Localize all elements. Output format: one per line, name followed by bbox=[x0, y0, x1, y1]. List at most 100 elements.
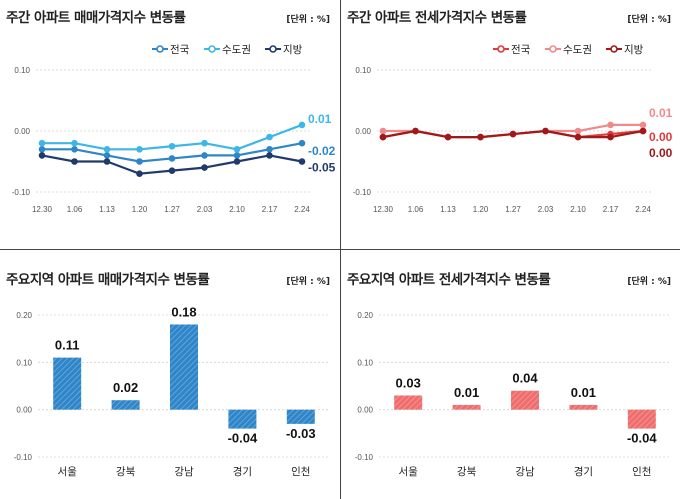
data-point bbox=[379, 133, 387, 141]
bar-강북 bbox=[111, 400, 140, 410]
bar-인천 bbox=[286, 409, 315, 424]
category-label: 경기 bbox=[574, 465, 593, 478]
x-tick-label: 1.27 bbox=[164, 205, 180, 214]
data-point bbox=[201, 152, 208, 159]
end-value-label: -0.02 bbox=[308, 144, 336, 158]
data-point bbox=[379, 127, 387, 135]
bar-value-label: -0.04 bbox=[627, 431, 657, 446]
panel-jeonse-region: 주요지역 아파트 전세가격지수 변동률 [단위 : %] 0.20 0.10 0.0… bbox=[340, 249, 680, 499]
legend-label: 수도권 bbox=[563, 44, 592, 56]
data-point bbox=[412, 127, 419, 135]
end-value-label: 0.01 bbox=[308, 112, 332, 126]
bar-강남 bbox=[170, 324, 198, 410]
category-label: 강남 bbox=[515, 466, 535, 478]
bar-value-label: -0.03 bbox=[286, 426, 316, 441]
bar-강북 bbox=[452, 404, 481, 410]
data-point bbox=[298, 158, 306, 165]
legend-marker bbox=[610, 45, 618, 53]
category-label: 인천 bbox=[632, 466, 651, 478]
data-point bbox=[266, 146, 273, 153]
data-point bbox=[168, 167, 176, 174]
bar-value-label: 0.01 bbox=[454, 385, 479, 400]
legend-label: 지방 bbox=[283, 44, 303, 56]
x-tick-label: 1.20 bbox=[132, 205, 148, 214]
y-tick-label: 0.00 bbox=[14, 127, 30, 136]
bar-서울 bbox=[53, 357, 82, 410]
data-point bbox=[71, 158, 78, 165]
data-point bbox=[168, 155, 176, 162]
end-value-label: 0.01 bbox=[649, 106, 673, 120]
data-point bbox=[201, 139, 208, 147]
data-point bbox=[38, 152, 46, 159]
y-tick-label: 0.10 bbox=[355, 66, 371, 75]
legend-label: 지방 bbox=[624, 44, 644, 56]
data-point bbox=[639, 127, 647, 135]
x-tick-label: 2.03 bbox=[197, 205, 213, 214]
bar-인천 bbox=[627, 409, 656, 429]
sale-region-bar-chart: 0.20 0.10 0.00 -0.10 0.11 서울 0.02 강북 0.18 강남 -0.04… bbox=[14, 304, 330, 478]
legend-marker bbox=[156, 45, 164, 53]
data-point bbox=[266, 152, 273, 159]
legend-label: 전국 bbox=[511, 44, 531, 56]
x-tick-label: 2.24 bbox=[294, 205, 310, 214]
data-point bbox=[542, 127, 549, 135]
panel-jeonse-weekly: 주간 아파트 전세가격지수 변동률 [단위 : %] 0.10 0.00 -0.10… bbox=[340, 0, 680, 249]
data-point bbox=[136, 170, 143, 177]
end-value-label: -0.05 bbox=[308, 161, 336, 175]
bar-강남 bbox=[511, 390, 539, 410]
y-tick-label: 0.20 bbox=[16, 311, 32, 320]
y-tick-label: 0.20 bbox=[357, 311, 373, 320]
bar-value-label: 0.18 bbox=[171, 304, 196, 319]
data-point bbox=[509, 130, 517, 138]
x-tick-label: 12.30 bbox=[373, 205, 394, 214]
x-tick-label: 2.10 bbox=[229, 205, 245, 214]
data-point bbox=[444, 133, 452, 141]
x-tick-label: 12.30 bbox=[32, 205, 53, 214]
chart-title: 주요지역 아파트 매매가격지수 변동률 bbox=[6, 272, 210, 288]
legend-marker bbox=[269, 45, 277, 53]
chart-title: 주간 아파트 매매가격지수 변동률 bbox=[6, 10, 186, 26]
x-tick-label: 2.10 bbox=[570, 205, 586, 214]
data-point bbox=[639, 121, 647, 129]
bar-value-label: -0.04 bbox=[228, 431, 258, 446]
data-point bbox=[233, 152, 241, 159]
data-point bbox=[136, 158, 143, 165]
x-tick-label: 1.13 bbox=[440, 205, 456, 214]
x-tick-label: 2.17 bbox=[603, 205, 619, 214]
data-point bbox=[38, 139, 46, 147]
data-point bbox=[38, 146, 46, 153]
x-tick-label: 1.06 bbox=[408, 205, 424, 214]
category-label: 강북 bbox=[116, 466, 136, 478]
chart-title: 주요지역 아파트 전세가격지수 변동률 bbox=[347, 272, 551, 288]
category-label: 서울 bbox=[58, 466, 78, 478]
legend-marker bbox=[497, 45, 505, 53]
x-tick-label: 2.03 bbox=[538, 205, 554, 214]
category-label: 인천 bbox=[291, 466, 310, 478]
y-tick-label: 0.00 bbox=[355, 127, 371, 136]
data-point bbox=[233, 158, 241, 165]
data-point bbox=[574, 127, 582, 135]
data-point bbox=[136, 146, 143, 153]
data-point bbox=[71, 139, 78, 147]
data-point bbox=[607, 121, 614, 129]
bar-value-label: 0.02 bbox=[113, 380, 138, 395]
legend-marker bbox=[208, 45, 216, 53]
bar-value-label: 0.01 bbox=[571, 385, 596, 400]
legend-marker bbox=[549, 45, 557, 53]
y-tick-label: -0.10 bbox=[14, 453, 33, 462]
x-tick-label: 1.13 bbox=[99, 205, 115, 214]
y-tick-label: 0.00 bbox=[16, 406, 32, 415]
bar-value-label: 0.11 bbox=[55, 338, 80, 353]
y-tick-label: 0.10 bbox=[16, 358, 32, 367]
x-tick-label: 2.17 bbox=[262, 205, 278, 214]
bar-경기 bbox=[228, 409, 257, 429]
unit-label: [단위 : %] bbox=[286, 15, 330, 25]
bar-value-label: 0.04 bbox=[512, 371, 538, 386]
x-tick-label: 1.20 bbox=[473, 205, 489, 214]
data-point bbox=[71, 146, 78, 153]
y-tick-label: -0.10 bbox=[12, 188, 31, 197]
bar-서울 bbox=[394, 395, 423, 410]
